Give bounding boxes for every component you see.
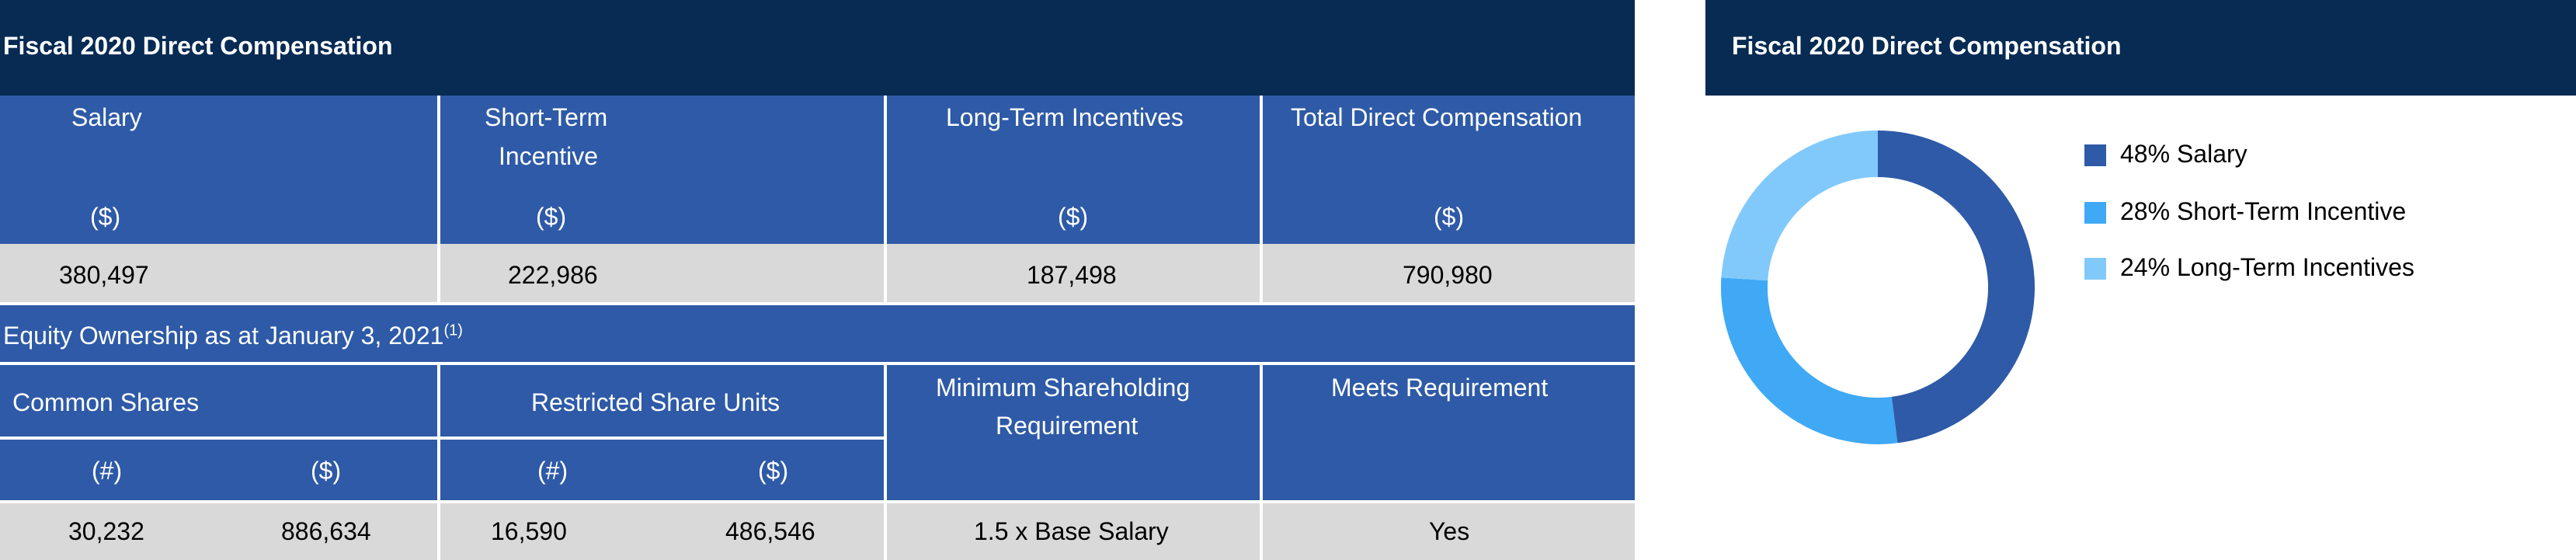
common-shares-val-unit: ($) [311, 457, 342, 485]
grid-divider [437, 363, 440, 560]
comp-table-title: Fiscal 2020 Direct Compensation [3, 32, 393, 60]
legend-swatch [2084, 144, 2106, 166]
min-shareholding-header-line1: Minimum Shareholding [936, 374, 1191, 402]
legend-swatch [2084, 258, 2106, 280]
donut-slice-0 [1878, 130, 2035, 443]
legend-label: 24% Long-Term Incentives [2120, 253, 2414, 281]
equity-title-text: Equity Ownership as at January 3, 2021 [3, 322, 444, 350]
grid-divider [0, 437, 885, 440]
grid-divider [884, 96, 887, 304]
rsu-val-value: 486,546 [725, 517, 815, 545]
sti-header-line2: Incentive [499, 142, 599, 170]
rsu-header: Restricted Share Units [531, 388, 780, 416]
equity-title: Equity Ownership as at January 3, 2021(1… [3, 322, 463, 350]
lti-unit: ($) [1058, 203, 1089, 231]
compensation-table: Fiscal 2020 Direct Compensation Salary (… [0, 0, 1635, 560]
comp-value-row [0, 244, 1635, 304]
grid-divider [1260, 363, 1263, 560]
lti-header: Long-Term Incentives [946, 103, 1184, 131]
equity-title-footnote: (1) [443, 322, 463, 339]
rsu-num-value: 16,590 [491, 517, 567, 545]
meets-requirement-value: Yes [1429, 517, 1470, 545]
sti-value: 222,986 [508, 261, 598, 289]
legend-swatch [2084, 202, 2106, 224]
donut-slice-1 [1721, 277, 1898, 444]
min-shareholding-header-line2: Requirement [996, 412, 1139, 440]
chart-title-bar: Fiscal 2020 Direct Compensation [1705, 0, 2576, 96]
grid-divider [0, 302, 1635, 305]
grid-divider [0, 500, 1635, 503]
grid-divider [0, 362, 1635, 365]
equity-title-row [0, 304, 1635, 363]
grid-divider [884, 363, 887, 560]
common-shares-val-value: 886,634 [281, 517, 371, 545]
common-shares-num-value: 30,232 [68, 517, 144, 545]
meets-requirement-header: Meets Requirement [1331, 374, 1549, 402]
legend-label: 28% Short-Term Incentive [2120, 197, 2407, 225]
tdc-header: Total Direct Compensation [1291, 103, 1583, 131]
tdc-unit: ($) [1434, 203, 1465, 231]
min-shareholding-value: 1.5 x Base Salary [974, 517, 1169, 545]
salary-unit: ($) [90, 203, 121, 231]
sti-header-line1: Short-Term [485, 103, 608, 131]
chart-title: Fiscal 2020 Direct Compensation [1732, 32, 2122, 60]
tdc-value: 790,980 [1403, 261, 1493, 289]
salary-value: 380,497 [59, 261, 149, 289]
equity-value-row [0, 502, 1635, 560]
donut-chart [1721, 130, 2035, 444]
comp-table-title-bar: Fiscal 2020 Direct Compensation [0, 0, 1635, 96]
rsu-val-unit: ($) [758, 457, 789, 485]
comp-header-row [0, 96, 1635, 244]
donut-slice-2 [1721, 130, 1878, 281]
rsu-num-unit: (#) [537, 457, 568, 485]
grid-divider [437, 96, 440, 304]
grid-divider [1260, 96, 1263, 304]
legend-label: 48% Salary [2120, 140, 2247, 168]
common-shares-header: Common Shares [12, 388, 200, 416]
lti-value: 187,498 [1027, 261, 1117, 289]
sti-unit: ($) [536, 203, 567, 231]
common-shares-num-unit: (#) [92, 457, 123, 485]
salary-header: Salary [71, 103, 142, 131]
equity-header-rows [0, 363, 1635, 502]
